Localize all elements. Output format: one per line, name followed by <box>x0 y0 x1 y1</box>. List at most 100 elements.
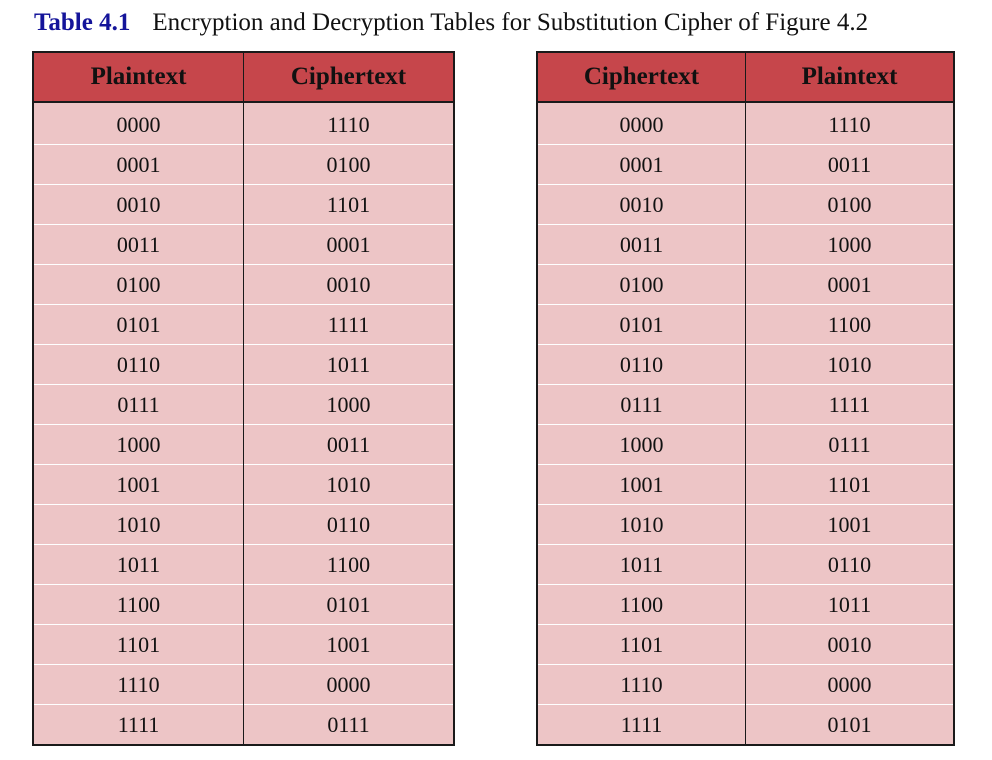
table-cell: 0100 <box>537 264 746 305</box>
table-cell: 1000 <box>537 424 746 465</box>
table-cell: 1110 <box>33 664 244 705</box>
table-cell: 0100 <box>33 264 244 305</box>
table-title: Encryption and Decryption Tables for Sub… <box>152 9 869 36</box>
table-cell: 1000 <box>33 424 244 465</box>
table-row: 0000 1110 <box>33 102 454 145</box>
table-cell: 0010 <box>537 184 746 225</box>
table-row: 1101 1001 <box>33 624 454 665</box>
table-cell: 0000 <box>243 664 454 705</box>
table-cell: 0111 <box>537 384 746 425</box>
table-cell: 0110 <box>33 344 244 385</box>
table-row: 0110 1010 <box>537 344 954 385</box>
table-row: 1001 1101 <box>537 464 954 505</box>
table-row: 1000 0011 <box>33 424 454 465</box>
table-row: 0010 1101 <box>33 184 454 225</box>
table-cell: 0001 <box>243 224 454 265</box>
table-row: 0001 0100 <box>33 144 454 185</box>
table-row: 0000 1110 <box>537 102 954 145</box>
table-cell: 0010 <box>243 264 454 305</box>
table-cell: 1011 <box>745 584 954 625</box>
table-cell: 1000 <box>745 224 954 265</box>
table-cell: 1011 <box>243 344 454 385</box>
table-row: 1111 0111 <box>33 704 454 745</box>
table-row: 0110 1011 <box>33 344 454 385</box>
table-cell: 1010 <box>537 504 746 545</box>
column-header: Plaintext <box>33 52 244 103</box>
table-cell: 0010 <box>745 624 954 665</box>
table-cell: 1111 <box>33 704 244 745</box>
table-row: 0100 0001 <box>537 264 954 305</box>
table-cell: 0011 <box>33 224 244 265</box>
table-row: 0010 0100 <box>537 184 954 225</box>
table-cell: 0000 <box>33 102 244 145</box>
table-row: 0111 1000 <box>33 384 454 425</box>
table-number: Table 4.1 <box>34 9 131 36</box>
column-header: Plaintext <box>745 52 954 103</box>
table-cell: 0100 <box>243 144 454 185</box>
table-row: 0101 1111 <box>33 304 454 345</box>
table-cell: 0000 <box>537 102 746 145</box>
table-cell: 1001 <box>243 624 454 665</box>
table-cell: 0001 <box>33 144 244 185</box>
column-header: Ciphertext <box>243 52 454 103</box>
table-cell: 1100 <box>745 304 954 345</box>
table-cell: 1111 <box>745 384 954 425</box>
table-cell: 0100 <box>745 184 954 225</box>
header-row: Plaintext Ciphertext <box>33 52 454 103</box>
decryption-table: Ciphertext Plaintext 0000 1110 0001 0011 001… <box>536 51 955 746</box>
table-cell: 1001 <box>537 464 746 505</box>
table-row: 1100 0101 <box>33 584 454 625</box>
table-cell: 0110 <box>243 504 454 545</box>
table-cell: 0110 <box>745 544 954 585</box>
table-row: 1110 0000 <box>33 664 454 705</box>
table-row: 1100 1011 <box>537 584 954 625</box>
table-cell: 1001 <box>745 504 954 545</box>
table-cell: 1111 <box>537 704 746 745</box>
table-cell: 0101 <box>243 584 454 625</box>
table-cell: 1110 <box>745 102 954 145</box>
table-cell: 0001 <box>537 144 746 185</box>
table-cell: 0110 <box>537 344 746 385</box>
table-row: 1010 1001 <box>537 504 954 545</box>
table-row: 0111 1111 <box>537 384 954 425</box>
table-cell: 1100 <box>243 544 454 585</box>
table-row: 1101 0010 <box>537 624 954 665</box>
table-cell: 1111 <box>243 304 454 345</box>
table-row: 1010 0110 <box>33 504 454 545</box>
table-row: 1001 1010 <box>33 464 454 505</box>
table-cell: 1110 <box>537 664 746 705</box>
table-cell: 0111 <box>243 704 454 745</box>
encryption-table: Plaintext Ciphertext 0000 1110 0001 0100 001… <box>32 51 455 746</box>
table-cell: 1101 <box>537 624 746 665</box>
table-cell: 1100 <box>537 584 746 625</box>
header-row: Ciphertext Plaintext <box>537 52 954 103</box>
table-cell: 0011 <box>537 224 746 265</box>
table-caption: Table 4.1 Encryption and Decryption Table… <box>34 6 868 40</box>
table-cell: 1001 <box>33 464 244 505</box>
table-cell: 1011 <box>33 544 244 585</box>
table-row: 1110 0000 <box>537 664 954 705</box>
table-row: 0011 0001 <box>33 224 454 265</box>
column-header: Ciphertext <box>537 52 746 103</box>
table-row: 0011 1000 <box>537 224 954 265</box>
table-row: 1111 0101 <box>537 704 954 745</box>
table-cell: 0101 <box>33 304 244 345</box>
table-cell: 1100 <box>33 584 244 625</box>
table-row: 0001 0011 <box>537 144 954 185</box>
table-cell: 0011 <box>745 144 954 185</box>
table-row: 1011 1100 <box>33 544 454 585</box>
table-cell: 1010 <box>33 504 244 545</box>
table-row: 0100 0010 <box>33 264 454 305</box>
table-cell: 1101 <box>243 184 454 225</box>
table-row: 1011 0110 <box>537 544 954 585</box>
table-cell: 0111 <box>745 424 954 465</box>
table-cell: 1000 <box>243 384 454 425</box>
table-cell: 1011 <box>537 544 746 585</box>
table-row: 1000 0111 <box>537 424 954 465</box>
table-cell: 1110 <box>243 102 454 145</box>
table-cell: 0000 <box>745 664 954 705</box>
table-cell: 0101 <box>745 704 954 745</box>
table-cell: 1010 <box>745 344 954 385</box>
table-cell: 0011 <box>243 424 454 465</box>
table-cell: 0111 <box>33 384 244 425</box>
